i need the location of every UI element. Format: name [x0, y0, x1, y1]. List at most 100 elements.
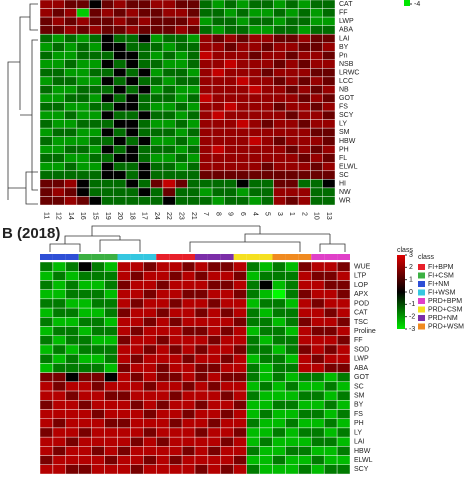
- heatmap-cell: [88, 145, 102, 154]
- heatmap-cell: [236, 25, 250, 35]
- heatmap-cell: [88, 119, 102, 129]
- heatmap-cell: [138, 8, 151, 18]
- heatmap-cell: [273, 68, 287, 78]
- heatmap-cell: [285, 400, 299, 410]
- legend-swatch: [418, 298, 425, 304]
- heatmap-cell: [261, 119, 274, 129]
- heatmap-cell: [272, 372, 286, 383]
- heatmap-cell: [39, 344, 54, 355]
- heatmap-cell: [285, 93, 299, 103]
- heatmap-cell: [117, 298, 131, 309]
- heatmap-cell: [323, 427, 338, 438]
- heatmap-cell: [78, 363, 92, 373]
- heatmap-cell: [125, 136, 139, 146]
- row-label: SM: [339, 129, 350, 136]
- heatmap-cell: [101, 76, 114, 86]
- row-label: PH: [354, 420, 364, 427]
- heatmap-cell: [322, 68, 336, 78]
- heatmap-cell: [125, 145, 139, 154]
- heatmap-cell: [336, 298, 351, 309]
- row-label: LCC: [339, 78, 353, 85]
- heatmap-cell: [207, 289, 222, 300]
- heatmap-cell: [310, 16, 323, 26]
- class-bar: [130, 254, 144, 260]
- heatmap-cell: [323, 363, 338, 373]
- heatmap-cell: [52, 335, 67, 346]
- heatmap-cell: [39, 436, 54, 447]
- heatmap-cell: [175, 16, 188, 26]
- heatmap-cell: [298, 381, 312, 392]
- heatmap-cell: [39, 179, 53, 189]
- heatmap-cell: [143, 271, 157, 281]
- heatmap-cell: [199, 170, 213, 180]
- heatmap-cell: [246, 381, 260, 392]
- heatmap-cell: [150, 102, 164, 112]
- heatmap-cell: [187, 16, 200, 26]
- heatmap-cell: [211, 68, 225, 78]
- heatmap-cell: [101, 51, 114, 60]
- heatmap-cell: [285, 418, 299, 429]
- heatmap-cell: [311, 446, 325, 456]
- row-label: BY: [354, 402, 364, 409]
- heatmap-cell: [101, 102, 114, 112]
- heatmap-cell: [211, 42, 225, 52]
- heatmap-cell: [162, 51, 176, 60]
- column-label: 21: [190, 212, 197, 220]
- heatmap-cell: [125, 187, 139, 197]
- heatmap-cell: [39, 280, 54, 290]
- heatmap-cell: [248, 136, 262, 146]
- heatmap-cell: [91, 372, 105, 383]
- class-bar: [182, 254, 195, 260]
- row-label: NW: [339, 189, 351, 196]
- heatmap-cell: [298, 317, 312, 327]
- heatmap-cell: [207, 271, 222, 281]
- row-label: FL: [339, 155, 347, 162]
- heatmap-cell: [181, 280, 196, 290]
- heatmap-cell: [65, 390, 79, 401]
- heatmap-cell: [125, 153, 139, 163]
- heatmap-cell: [181, 326, 196, 336]
- heatmap-cell: [259, 280, 273, 290]
- heatmap-cell: [323, 436, 338, 447]
- class-bar: [65, 254, 79, 260]
- heatmap-cell: [273, 162, 287, 172]
- heatmap-cell: [187, 59, 200, 69]
- heatmap-cell: [104, 390, 118, 401]
- heatmap-cell: [39, 145, 53, 154]
- heatmap-cell: [297, 76, 311, 86]
- heatmap-cell: [117, 390, 131, 401]
- heatmap-cell: [78, 344, 92, 355]
- heatmap-cell: [311, 427, 325, 438]
- heatmap-cell: [64, 187, 78, 197]
- heatmap-cell: [187, 187, 200, 197]
- heatmap-cell: [64, 25, 78, 35]
- heatmap-cell: [285, 196, 299, 206]
- heatmap-cell: [117, 372, 131, 383]
- class-bar: [298, 254, 312, 260]
- heatmap-cell: [224, 127, 237, 137]
- heatmap-cell: [246, 326, 260, 336]
- heatmap-cell: [323, 464, 338, 475]
- heatmap-cell: [39, 127, 53, 137]
- heatmap-cell: [285, 33, 299, 43]
- heatmap-cell: [104, 464, 118, 475]
- heatmap-cell: [211, 136, 225, 146]
- heatmap-cell: [78, 464, 92, 475]
- heatmap-cell: [207, 335, 222, 346]
- heatmap-cell: [323, 390, 338, 401]
- heatmap-cell: [39, 353, 54, 364]
- heatmap-cell: [117, 446, 131, 456]
- heatmap-cell: [52, 446, 67, 456]
- heatmap-cell: [246, 400, 260, 410]
- heatmap-cell: [224, 179, 237, 189]
- heatmap-cell: [175, 85, 188, 95]
- heatmap-cell: [117, 271, 131, 281]
- heatmap-cell: [162, 0, 176, 9]
- heatmap-cell: [211, 16, 225, 26]
- heatmap-cell: [181, 464, 196, 475]
- heatmap-cell: [211, 179, 225, 189]
- heatmap-cell: [76, 0, 90, 9]
- heatmap-cell: [273, 196, 287, 206]
- heatmap-cell: [117, 289, 131, 300]
- heatmap-cell: [78, 317, 92, 327]
